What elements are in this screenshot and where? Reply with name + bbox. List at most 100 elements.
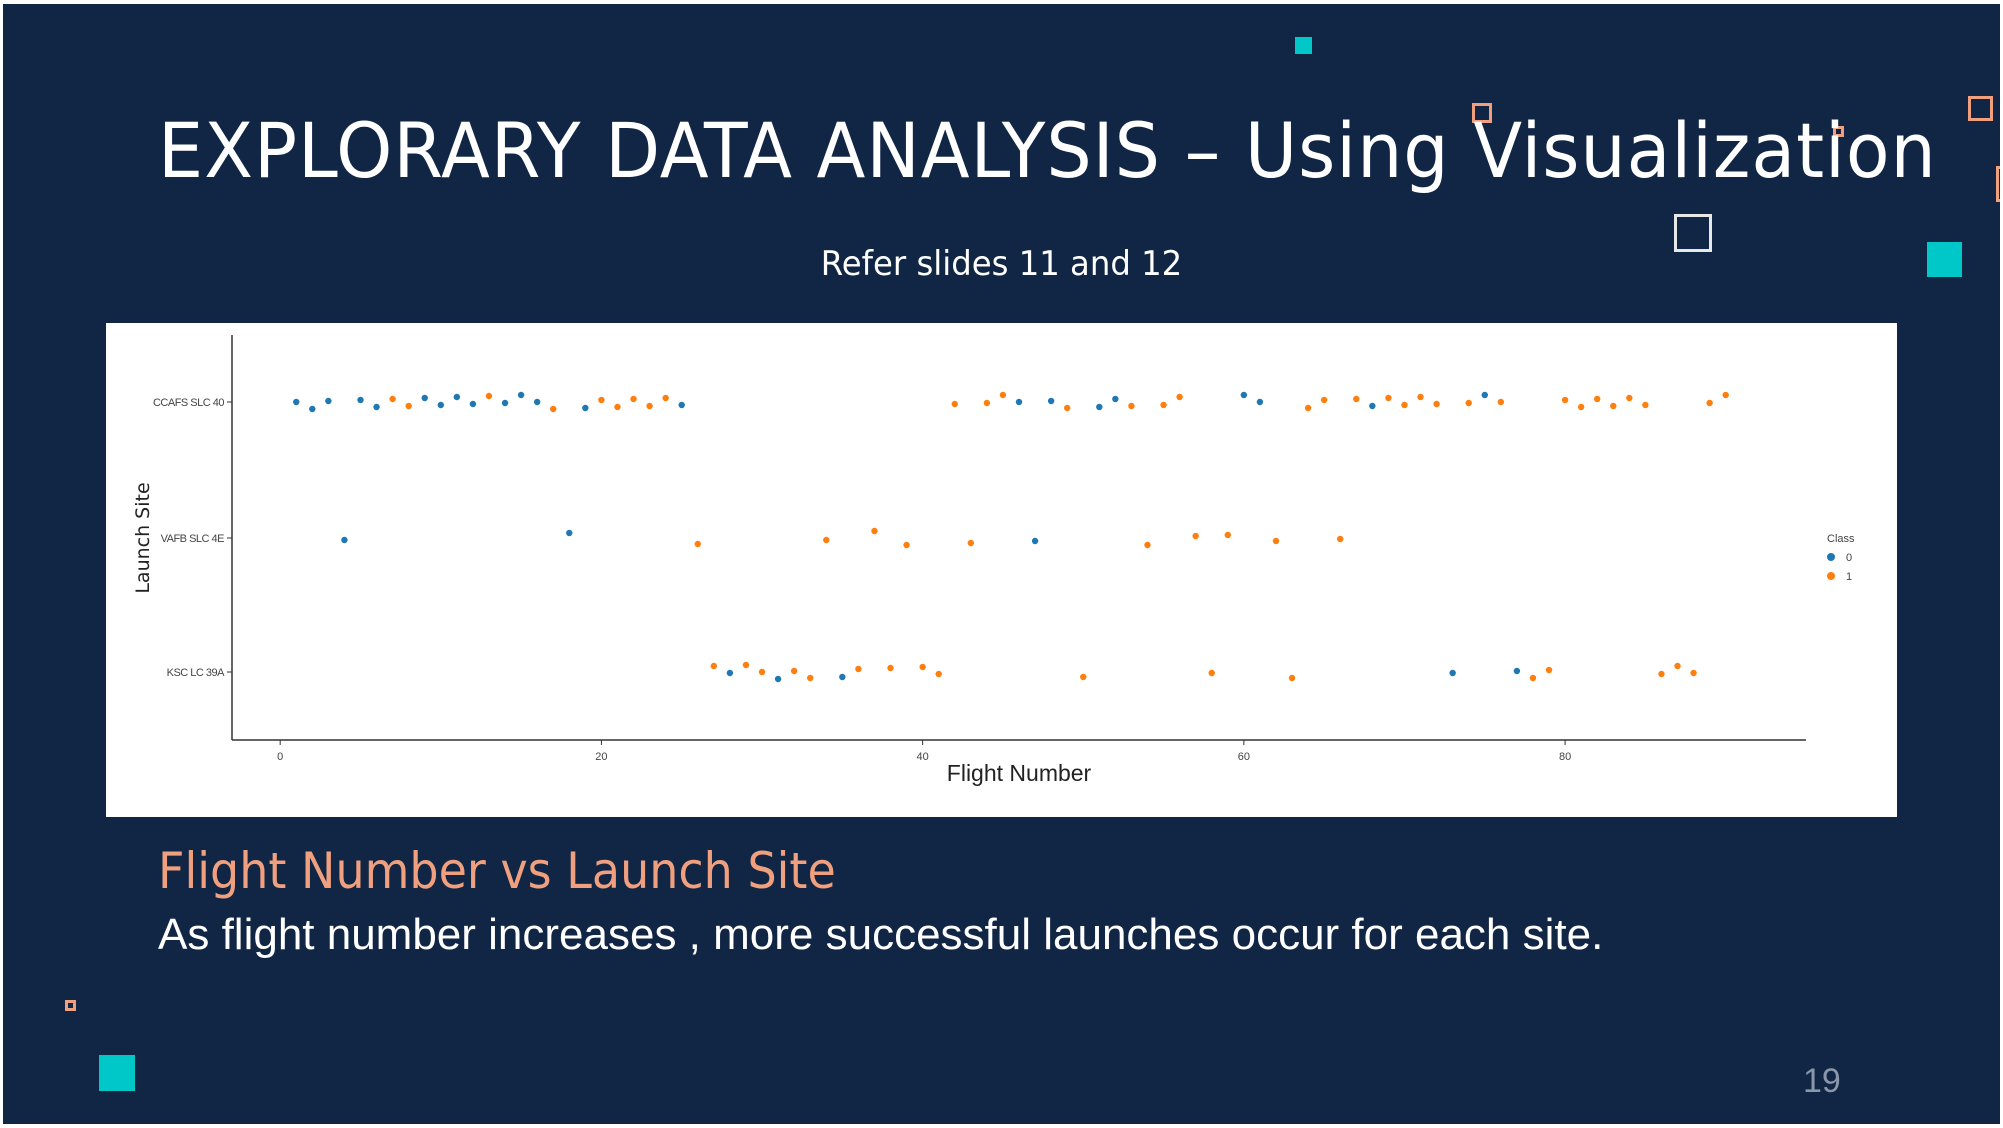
data-point-class-0 (774, 675, 782, 683)
data-point-class-1 (1160, 401, 1167, 409)
data-point-class-0 (453, 393, 461, 401)
data-point-class-1 (1337, 535, 1344, 543)
chart-axes: 0 20 40 60 80 CCAFS SLC 40 VAFB SLC 4E KSC LC 3… (153, 335, 1806, 763)
data-point-class-0 (517, 391, 525, 399)
peach-square-outline-decoration (1968, 96, 1993, 121)
data-point-class-1 (903, 541, 910, 549)
data-point-class-1 (1594, 395, 1601, 403)
data-point-class-0 (533, 398, 541, 406)
chart-points (293, 391, 1729, 683)
data-point-class-1 (807, 674, 814, 682)
legend-label: 1 (1846, 571, 1852, 583)
legend-title: Class (1827, 533, 1855, 545)
data-point-class-1 (614, 403, 621, 411)
data-point-class-1 (1577, 403, 1585, 411)
data-point-class-0 (1240, 391, 1248, 399)
peach-square-outline-decoration (65, 1000, 76, 1011)
teal-square-decoration (1927, 242, 1962, 277)
data-point-class-0 (373, 403, 380, 411)
data-point-class-1 (790, 667, 798, 675)
data-point-class-0 (1369, 402, 1376, 410)
data-point-class-1 (1610, 402, 1617, 410)
data-point-class-1 (1417, 393, 1424, 401)
data-point-class-1 (919, 663, 926, 671)
data-point-class-1 (1063, 404, 1071, 412)
y-tick-label: CCAFS SLC 40 (153, 397, 224, 409)
data-point-class-1 (1288, 674, 1296, 682)
data-point-class-1 (485, 392, 493, 400)
data-point-class-1 (742, 661, 750, 669)
legend-marker (1827, 553, 1835, 561)
data-point-class-0 (1256, 398, 1264, 406)
data-point-class-1 (1176, 393, 1183, 401)
data-point-class-1 (887, 664, 894, 672)
data-point-class-1 (1529, 674, 1537, 682)
x-tick-label: 40 (917, 751, 929, 763)
data-point-class-1 (694, 540, 701, 548)
chart-panel: 0 20 40 60 80 CCAFS SLC 40 VAFB SLC 4E KSC LC 3… (106, 323, 1897, 817)
data-point-class-0 (1481, 391, 1488, 399)
data-point-class-1 (550, 405, 557, 413)
data-point-class-0 (678, 401, 685, 409)
y-tick-label: VAFB SLC 4E (161, 533, 225, 545)
data-point-class-1 (1433, 400, 1440, 408)
data-point-class-1 (1272, 537, 1280, 545)
slide-subtitle: Refer slides 11 and 12 (820, 244, 1183, 284)
x-axis-label: Flight Number (947, 760, 1092, 786)
data-point-class-0 (1047, 397, 1055, 405)
legend-label: 0 (1846, 552, 1852, 564)
y-tick-label: KSC LC 39A (167, 667, 226, 679)
data-point-class-1 (662, 394, 669, 402)
caption-body: As flight number increases , more succes… (158, 910, 1604, 959)
data-point-class-0 (1031, 537, 1039, 545)
data-point-class-0 (309, 405, 316, 413)
caption-title: Flight Number vs Launch Site (158, 842, 836, 900)
data-point-class-0 (566, 529, 573, 537)
data-point-class-1 (1080, 673, 1087, 681)
data-point-class-1 (1497, 398, 1505, 406)
data-point-class-1 (630, 395, 637, 403)
data-point-class-0 (357, 396, 364, 404)
data-point-class-1 (1144, 541, 1151, 549)
data-point-class-1 (967, 539, 975, 547)
data-point-class-1 (1304, 404, 1312, 412)
peach-square-outline-decoration (1472, 103, 1492, 123)
data-point-class-1 (1353, 395, 1360, 403)
data-point-class-1 (951, 400, 958, 408)
data-point-class-0 (1096, 403, 1103, 411)
peach-square-outline-decoration (1996, 166, 2000, 202)
data-point-class-1 (1208, 669, 1215, 677)
data-point-class-1 (1642, 401, 1649, 409)
data-point-class-1 (1320, 396, 1328, 404)
data-point-class-0 (839, 673, 846, 681)
peach-square-outline-decoration (1833, 126, 1844, 137)
data-point-class-1 (999, 391, 1007, 399)
data-point-class-1 (710, 662, 718, 670)
data-point-class-0 (501, 399, 509, 407)
data-point-class-1 (1465, 399, 1472, 407)
data-point-class-1 (1545, 666, 1553, 674)
data-point-class-1 (598, 396, 605, 404)
data-point-class-1 (1401, 401, 1408, 409)
data-point-class-0 (325, 397, 332, 405)
x-tick-label: 80 (1559, 751, 1571, 763)
data-point-class-1 (758, 668, 766, 676)
y-axis-label: Launch Site (132, 482, 154, 593)
data-point-class-1 (871, 527, 878, 535)
data-point-class-1 (983, 399, 991, 407)
data-point-class-1 (1385, 394, 1392, 402)
scatter-chart: 0 20 40 60 80 CCAFS SLC 40 VAFB SLC 4E KSC LC 3… (132, 335, 1855, 786)
data-point-class-1 (1658, 670, 1665, 678)
slide: EXPLORARY DATA ANALYSIS – Using Visualiz… (3, 4, 2000, 1124)
data-point-class-0 (293, 398, 300, 406)
data-point-class-1 (1706, 399, 1713, 407)
x-tick-label: 20 (595, 751, 607, 763)
data-point-class-1 (855, 665, 862, 673)
data-point-class-0 (341, 536, 348, 544)
x-tick-label: 60 (1238, 751, 1250, 763)
data-point-class-1 (1128, 402, 1135, 410)
data-point-class-0 (1112, 395, 1119, 403)
data-point-class-1 (646, 402, 653, 410)
legend-marker (1827, 572, 1835, 580)
data-point-class-0 (582, 404, 589, 412)
